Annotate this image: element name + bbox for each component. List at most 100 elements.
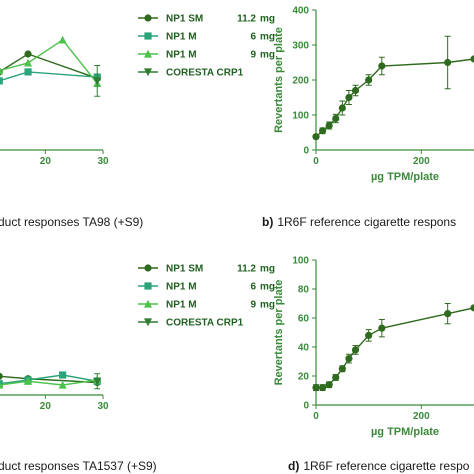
data-point — [378, 62, 385, 69]
data-point — [365, 76, 372, 83]
legend-entry: CORESTA CRP1 — [138, 318, 244, 329]
data-point — [352, 87, 359, 94]
data-point — [319, 127, 326, 134]
legend-label: NP1 SM — [166, 264, 203, 275]
x-tick-label: 200 — [413, 156, 430, 167]
y-axis-label: Revertants per plate — [273, 27, 285, 133]
data-point — [312, 133, 319, 140]
caption-b-letter: b) — [262, 215, 273, 229]
legend-entry: NP1 M 9 mg — [138, 50, 275, 61]
legend-dose: 6 — [250, 282, 256, 293]
data-point — [470, 304, 474, 311]
legend-bottom: NP1 SM 11.2 mg NP1 M 6 mg NP1 M 9 mg CORESTA CRP1 — [138, 264, 275, 329]
legend-dose: 9 — [250, 300, 256, 311]
legend-unit: mg — [260, 14, 275, 25]
legend-dose: 6 — [250, 32, 256, 43]
legend-label: NP1 SM — [166, 14, 203, 25]
data-point — [444, 310, 451, 317]
data-point — [24, 50, 31, 57]
legend-marker — [144, 282, 151, 289]
data-point — [339, 104, 346, 111]
legend-entry: CORESTA CRP1 — [138, 68, 244, 79]
legend-dose: 9 — [250, 50, 256, 61]
data-point — [339, 365, 346, 372]
legend-unit: mg — [260, 264, 275, 275]
y-tick-label: 100 — [292, 111, 309, 122]
y-tick-label: 400 — [292, 6, 309, 17]
data-point — [352, 346, 359, 353]
data-point — [326, 122, 333, 129]
legend-label: CORESTA CRP1 — [166, 318, 244, 329]
legend-label: NP1 M — [166, 282, 197, 293]
series-1 — [312, 304, 474, 392]
data-point — [319, 384, 326, 391]
caption-a: duct responses TA98 (+S9) — [0, 215, 143, 229]
data-point — [59, 371, 66, 378]
data-point — [345, 94, 352, 101]
legend-top: NP1 SM 11.2 mg NP1 M 6 mg NP1 M 9 mg CORESTA CRP1 — [138, 14, 275, 79]
series-line — [316, 59, 474, 137]
data-point — [326, 381, 333, 388]
caption-b-text: 1R6F reference cigarette respons — [277, 215, 456, 229]
y-axis-label: Revertants per plate — [273, 280, 285, 386]
legend-label: NP1 M — [166, 300, 197, 311]
x-axis-label: µg TPM/plate — [371, 426, 439, 438]
x-tick-label: 20 — [40, 401, 52, 412]
series-2 — [0, 68, 101, 84]
caption-d-letter: d) — [288, 459, 299, 473]
data-point — [332, 374, 339, 381]
caption-d: d) 1R6F reference cigarette respo — [288, 459, 470, 473]
y-tick-label: 0 — [303, 401, 309, 412]
legend-entry: NP1 M 6 mg — [138, 282, 275, 293]
legend-entry: NP1 M 9 mg — [138, 300, 275, 311]
data-point — [59, 36, 67, 44]
legend-label: CORESTA CRP1 — [166, 68, 244, 79]
legend-marker — [144, 14, 151, 21]
legend-marker — [144, 264, 151, 271]
x-axis-label: µg TPM/plate — [371, 171, 439, 183]
y-tick-label: 20 — [298, 372, 310, 383]
x-tick-label: 20 — [40, 156, 52, 167]
legend-entry: NP1 SM 11.2 mg — [138, 264, 275, 275]
y-tick-label: 60 — [298, 314, 310, 325]
y-tick-label: 40 — [298, 343, 310, 354]
data-point — [345, 355, 352, 362]
data-point — [312, 384, 319, 391]
legend-label: NP1 M — [166, 50, 197, 61]
y-tick-label: 0 — [303, 146, 309, 157]
x-tick-label: 0 — [313, 411, 319, 422]
legend-dose: 11.2 — [237, 264, 256, 275]
legend-entry: NP1 M 6 mg — [138, 32, 275, 43]
data-point — [365, 332, 372, 339]
chart-panel-d: 0 20 40 60 80 100 0 200 µg TPM/plate Revertants p… — [273, 256, 474, 439]
series-line — [316, 308, 474, 388]
y-tick-label: 300 — [292, 41, 309, 52]
y-tick-label: 80 — [298, 285, 310, 296]
legend-marker — [144, 32, 151, 39]
series-1 — [312, 36, 474, 140]
data-point — [378, 325, 385, 332]
legend-entry: NP1 SM 11.2 mg — [138, 14, 275, 25]
data-point — [24, 68, 31, 75]
x-tick-label: 30 — [97, 156, 109, 167]
data-point — [93, 77, 101, 85]
series-line — [0, 380, 97, 385]
data-point — [0, 77, 3, 84]
x-tick-label: 200 — [413, 411, 430, 422]
chart-panel-b: 0 100 200 300 400 0 200 µg TPM/plate Revertants … — [273, 6, 474, 184]
data-point — [332, 115, 339, 122]
y-tick-label: 100 — [292, 256, 309, 267]
x-tick-label: 0 — [313, 156, 319, 167]
caption-d-text: 1R6F reference cigarette respo — [303, 459, 469, 473]
y-tick-label: 200 — [292, 76, 309, 87]
x-tick-label: 30 — [97, 401, 109, 412]
data-point — [470, 55, 474, 62]
legend-label: NP1 M — [166, 32, 197, 43]
data-point — [0, 373, 3, 380]
data-point — [444, 59, 451, 66]
caption-c: duct responses TA1537 (+S9) — [0, 459, 157, 473]
legend-dose: 11.2 — [237, 14, 256, 25]
